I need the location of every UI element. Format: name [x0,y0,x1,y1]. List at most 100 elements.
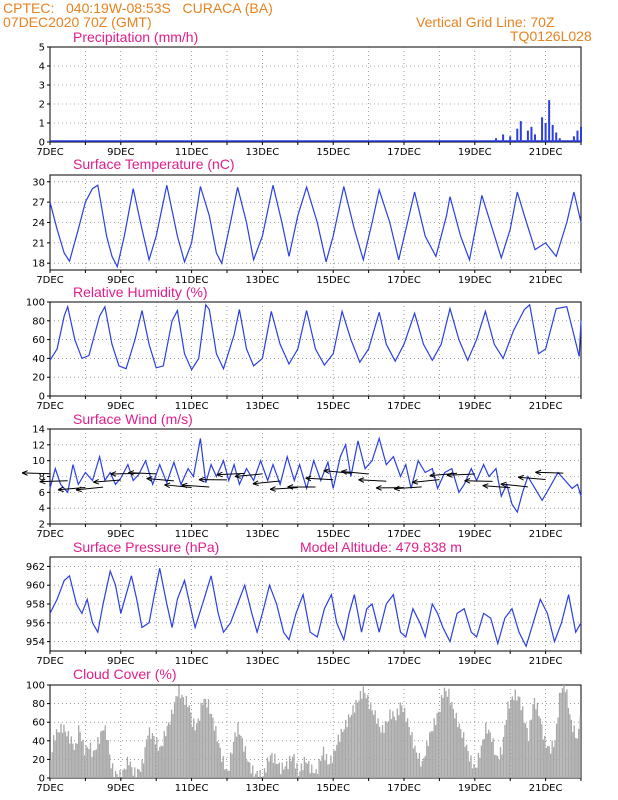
cloud-bar [561,688,564,778]
cloud-bar [412,748,415,778]
cloud-bar [141,759,143,778]
cloud-bar [557,717,559,778]
cloud-bar [278,762,280,778]
cloud-bar [225,768,227,778]
cloud-bar [489,732,491,778]
cloud-bar [334,750,337,778]
cloud-bar [216,741,219,778]
cloud-bar [411,732,413,778]
cloud-bar [337,734,339,778]
wind-arrow-head [269,486,276,492]
cloud-bar [243,751,245,778]
cloud-bar [485,722,487,778]
wind-arrow-head [500,481,507,488]
cloud-bar [479,757,481,778]
cloud-bar [78,725,80,778]
cloud-bar [222,756,224,778]
cloud-bar [405,722,407,778]
x-tick-label: 13DEC [246,275,280,286]
cloud-bar [98,743,101,778]
y-tick-label: 5 [39,43,45,54]
cloud-bar [513,700,515,778]
precip-bar [502,134,505,142]
cloud-bar [349,717,351,778]
model-code: TQ0126L028 [510,28,592,44]
cloud-bar [575,737,577,778]
cloud-bar [95,749,98,778]
cloud-bar [249,762,251,778]
cloud-bar [555,723,558,778]
x-tick-label: 9DEC [107,529,134,540]
cloud-bar [570,719,573,778]
cloud-bar [91,756,93,778]
x-tick-label: 13DEC [246,401,280,412]
cloud-bar [451,702,453,778]
y-tick-label: 10 [32,456,45,467]
cloud-bar [228,770,230,778]
cloud-bar [477,752,480,778]
wind-arrow-head [412,479,419,485]
cloud-bar [480,745,483,778]
y-tick-label: 14 [32,425,45,436]
wind-arrow-head [75,486,82,493]
cloud-bar [325,753,328,778]
cloud-bar [200,702,202,778]
cloud-bar [420,766,422,778]
cloud-bar [417,758,419,778]
cloud-bar [418,752,421,778]
cloud-bar [423,758,425,778]
cloud-bar [154,744,157,778]
cloud-bar [437,711,440,778]
precip-bar [551,124,554,142]
cloud-bar [505,719,508,778]
x-tick-label: 7DEC [36,783,63,794]
cloud-bar [300,763,303,778]
cloud-bar [473,763,475,778]
cloud-bar [548,746,550,778]
cloud-bar [235,736,238,778]
grid-line-note: Vertical Grid Line: 70Z [416,14,555,30]
cloud-bar [287,769,289,778]
cloud-bar [488,729,490,778]
wind-arrow [394,486,422,490]
cloud-bar [144,747,146,778]
cloud-bar [297,775,300,778]
cloud-bar [486,733,488,778]
cloud-bar [135,777,137,778]
cloud-bar [496,756,499,778]
cloud-bar [520,710,522,778]
cloud-bar [442,697,444,778]
cloud-bar [529,720,531,778]
cloud-bar [314,773,316,778]
cloud-bar [339,741,341,778]
cloud-bar [409,735,412,778]
cloud-bar [128,765,130,778]
cloud-bar [265,772,267,778]
cloud-bar [395,720,397,778]
wind-arrow [128,472,157,475]
cloud-bar [365,698,367,778]
cloud-bar [244,746,247,778]
cloud-bar [392,711,394,778]
cloud-bar [193,718,195,778]
cloud-bar [290,761,292,778]
wind-arrow [22,472,51,475]
x-tick-label: 19DEC [458,147,492,158]
cloud-bar [383,732,385,778]
cloud-bar [434,725,437,778]
cloud-bar [150,738,152,778]
cloud-bar [476,767,478,778]
panel-title-temperature: Surface Temperature (nC) [73,156,235,172]
cloud-bar [61,732,64,778]
cloud-bar [522,706,524,778]
precip-bar [541,117,544,142]
cloud-bar [544,735,546,778]
cloud-bar [328,764,331,778]
cloud-bar [346,727,348,778]
x-tick-label: 7DEC [36,529,63,540]
cloud-bar [371,710,373,778]
cloud-bar [237,722,239,778]
cloud-bar [566,689,568,778]
cloud-bar [343,729,345,778]
cloud-bar [210,713,213,778]
